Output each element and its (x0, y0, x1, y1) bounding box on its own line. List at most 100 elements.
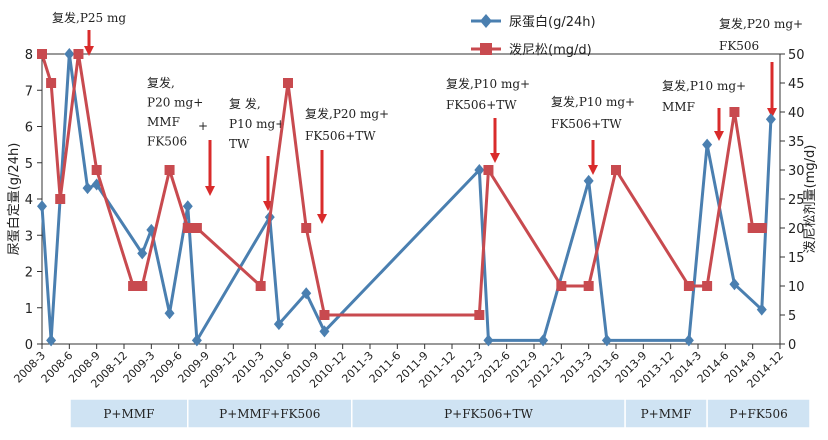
annotation-text: FK506+TW (551, 117, 622, 131)
left-axis-title: 尿蛋白定量(g/24h) (6, 143, 22, 256)
right-tick-label: 0 (788, 338, 796, 353)
data-point (611, 165, 621, 175)
data-point (301, 287, 312, 300)
annotation-text: 复发,P10 mg+ (446, 76, 530, 91)
regimen-label: P+MMF+FK506 (219, 407, 320, 421)
data-point (55, 194, 66, 204)
data-point (191, 334, 202, 347)
data-point (483, 334, 494, 347)
annotation-text: P20 mg+ (147, 96, 203, 110)
annotation-text: 复发,P20 mg+ (719, 16, 803, 31)
data-point (583, 281, 594, 291)
legend-marker (480, 14, 492, 28)
left-tick-label: 0 (25, 338, 33, 353)
regimen-label: P+FK506+TW (444, 407, 533, 421)
relapse-arrow-head (205, 186, 215, 196)
data-point (273, 318, 284, 331)
left-tick-label: 3 (25, 229, 33, 244)
data-point (483, 165, 494, 175)
annotation-text: 复 发, (229, 96, 261, 111)
left-tick-label: 8 (25, 48, 33, 63)
data-point (702, 281, 713, 291)
data-point (137, 281, 148, 291)
data-point (556, 281, 567, 291)
data-point (91, 165, 102, 175)
left-tick-label: 1 (25, 302, 33, 317)
regimen-label: P+MMF (641, 407, 692, 421)
series-line (40, 52, 762, 317)
data-point (255, 281, 266, 291)
right-tick-label: 40 (788, 106, 805, 121)
data-point (474, 164, 485, 176)
annotation-text: TW (229, 137, 250, 151)
data-point (46, 78, 57, 88)
left-tick-label: 2 (25, 266, 33, 281)
right-tick-label: 25 (788, 193, 805, 208)
annotation-text: FK506 (147, 135, 187, 149)
legend-label: 泼尼松(mg/d) (509, 43, 592, 58)
relapse-arrow-head (588, 165, 598, 175)
data-point (756, 223, 767, 233)
data-point (474, 310, 485, 320)
data-point (765, 113, 776, 126)
annotation-text: 复发,P10 mg+ (662, 78, 746, 93)
annotation-text: 复发,P20 mg+ (305, 106, 389, 121)
annotation-text: FK506+TW (446, 98, 517, 112)
right-tick-label: 20 (788, 222, 805, 237)
left-tick-label: 6 (25, 121, 33, 136)
annotation-text: FK506 (719, 39, 759, 53)
annotation-text: 复发,P10 mg+ (551, 94, 635, 109)
annotation-text: MMF (147, 115, 180, 129)
data-point (583, 174, 594, 187)
data-point (319, 310, 330, 320)
annotation-text: MMF (662, 100, 695, 114)
annotation-text: 复发,P25 mg (52, 10, 126, 25)
data-point (683, 334, 694, 347)
data-point (191, 223, 202, 233)
left-tick-label: 7 (25, 84, 33, 99)
left-tick-label: 5 (25, 157, 33, 172)
right-tick-label: 30 (788, 164, 805, 179)
right-tick-label: 45 (788, 77, 805, 92)
data-point (46, 334, 57, 347)
legend-label: 尿蛋白(g/24h) (509, 14, 596, 30)
data-point (283, 78, 293, 88)
regimen-segment (69, 398, 189, 429)
relapse-arrow-head (317, 214, 327, 224)
data-point (182, 200, 193, 213)
left-tick-label: 4 (25, 193, 33, 208)
legend: 尿蛋白(g/24h) 泼尼松(mg/d) (471, 14, 596, 58)
data-point (729, 278, 740, 291)
right-tick-label: 50 (788, 48, 805, 63)
right-tick-label: 10 (788, 280, 805, 295)
annotation-text: FK506+TW (305, 129, 376, 143)
data-point (73, 49, 84, 59)
data-point (319, 325, 330, 338)
data-point (82, 182, 93, 195)
data-point (538, 334, 549, 347)
data-point (747, 223, 758, 233)
data-point (137, 247, 148, 260)
data-point (37, 49, 47, 59)
right-tick-label: 35 (788, 135, 805, 150)
regimen-bar: P+MMF P+MMF+FK506 P+FK506+TW P+MMF P+FK506 (69, 398, 811, 429)
regimen-label: P+FK506 (729, 407, 787, 421)
data-point (64, 48, 75, 60)
data-point (702, 138, 713, 151)
relapse-arrow-head (767, 108, 777, 118)
data-point (601, 334, 612, 347)
right-tick-label: 15 (788, 251, 805, 266)
series-lines (37, 48, 776, 347)
data-point (182, 223, 193, 233)
data-point (756, 303, 767, 316)
right-tick-label: 5 (788, 309, 796, 324)
data-point (683, 281, 694, 291)
annotation-text: P10 mg+ (229, 117, 285, 131)
regimen-label: P+MMF (103, 407, 154, 421)
relapse-arrow-head (490, 153, 500, 163)
data-point (128, 281, 139, 291)
data-point (164, 307, 175, 320)
regimen-segment (706, 398, 811, 429)
legend-marker (480, 43, 492, 55)
left-axis: 0 1 2 3 4 5 6 7 8 尿蛋白定量(g/24h) (6, 48, 42, 353)
